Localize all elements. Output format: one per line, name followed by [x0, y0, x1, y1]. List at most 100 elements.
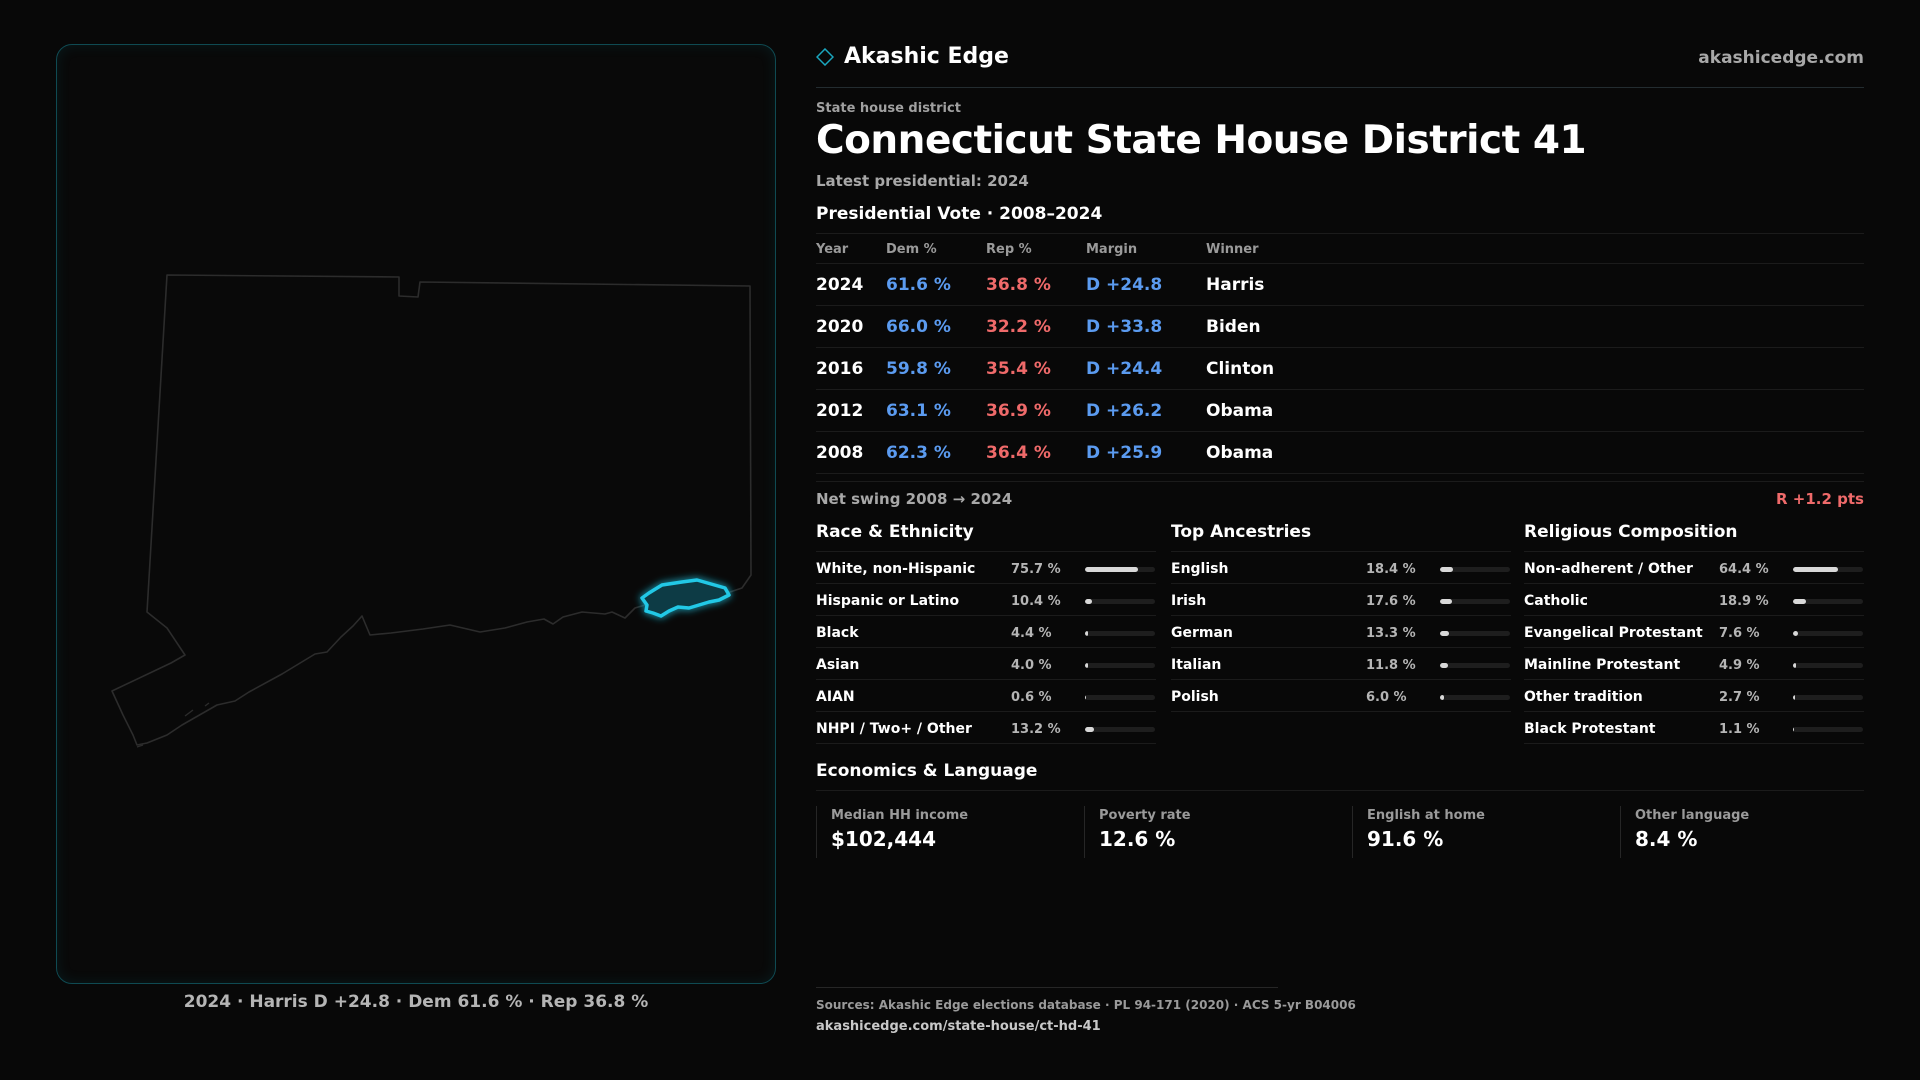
share-bar-fill	[1440, 663, 1449, 668]
econ-label: English at home	[1367, 808, 1485, 823]
dem-cell: 63.1 %	[886, 401, 951, 421]
item-label: Black Protestant	[1524, 721, 1656, 737]
margin-cell: D +25.9	[1086, 443, 1163, 463]
item-value: 13.2 %	[1011, 722, 1061, 737]
item-label: Other tradition	[1524, 689, 1643, 705]
list-item: NHPI / Two+ / Other 13.2 %	[816, 712, 1156, 744]
item-value: 4.4 %	[1011, 626, 1052, 641]
share-bar-fill	[1085, 727, 1095, 732]
sources-text: Sources: Akashic Edge elections database…	[816, 998, 1356, 1012]
econ-card-income: Median HH income $102,444	[816, 806, 1056, 858]
ancestry-section: Top Ancestries English 18.4 % Irish 17.6 % G…	[1171, 522, 1511, 712]
item-value: 4.0 %	[1011, 658, 1052, 673]
dem-cell: 59.8 %	[886, 359, 951, 379]
list-item: English 18.4 %	[1171, 552, 1511, 584]
header-winner: Winner	[1206, 242, 1259, 257]
share-bar-fill	[1793, 663, 1797, 668]
economics-title: Economics & Language	[816, 761, 1038, 781]
winner-cell: Clinton	[1206, 359, 1275, 379]
econ-label: Median HH income	[831, 808, 969, 823]
item-value: 7.6 %	[1719, 626, 1760, 641]
share-bar	[1793, 599, 1863, 604]
share-bar-fill	[1793, 599, 1807, 604]
share-bar-fill	[1440, 599, 1453, 604]
item-label: Evangelical Protestant	[1524, 625, 1703, 641]
section-title: Race & Ethnicity	[816, 522, 1156, 552]
header-dem: Dem %	[886, 242, 937, 257]
share-bar-fill	[1085, 663, 1088, 668]
rep-cell: 35.4 %	[986, 359, 1051, 379]
econ-value: 12.6 %	[1099, 827, 1176, 851]
share-bar-fill	[1793, 727, 1795, 732]
table-header: Year Dem % Rep % Margin Winner	[816, 233, 1864, 264]
share-bar	[1440, 631, 1510, 636]
share-bar	[1085, 631, 1155, 636]
presidential-vote-title: Presidential Vote · 2008–2024	[816, 204, 1103, 224]
item-value: 1.1 %	[1719, 722, 1760, 737]
district-41-shape[interactable]	[640, 578, 731, 618]
list-item: White, non-Hispanic 75.7 %	[816, 552, 1156, 584]
share-bar	[1085, 695, 1155, 700]
dem-cell: 62.3 %	[886, 443, 951, 463]
brand[interactable]: Akashic Edge	[816, 44, 1009, 69]
share-bar	[1085, 727, 1155, 732]
item-label: Irish	[1171, 593, 1207, 609]
item-value: 11.8 %	[1366, 658, 1416, 673]
brand-url-link[interactable]: akashicedge.com	[1698, 48, 1864, 68]
item-value: 64.4 %	[1719, 562, 1769, 577]
table-row: 2024 61.6 % 36.8 % D +24.8 Harris	[816, 264, 1864, 306]
share-bar	[1085, 663, 1155, 668]
share-bar	[1085, 567, 1155, 572]
table-row: 2012 63.1 % 36.9 % D +26.2 Obama	[816, 390, 1864, 432]
latest-presidential: Latest presidential: 2024	[816, 172, 1029, 190]
list-item: Black Protestant 1.1 %	[1524, 712, 1864, 744]
share-bar-fill	[1085, 599, 1093, 604]
list-item: German 13.3 %	[1171, 616, 1511, 648]
item-value: 0.6 %	[1011, 690, 1052, 705]
list-item: Catholic 18.9 %	[1524, 584, 1864, 616]
map-panel[interactable]	[56, 44, 776, 984]
race-ethnicity-section: Race & Ethnicity White, non-Hispanic 75.7…	[816, 522, 1156, 744]
item-label: Polish	[1171, 689, 1219, 705]
margin-cell: D +24.8	[1086, 275, 1163, 295]
page-title: Connecticut State House District 41	[816, 118, 1587, 163]
share-bar	[1793, 567, 1863, 572]
state-outline	[111, 274, 752, 746]
section-title: Religious Composition	[1524, 522, 1864, 552]
item-label: Asian	[816, 657, 860, 673]
margin-cell: D +24.4	[1086, 359, 1163, 379]
item-label: Mainline Protestant	[1524, 657, 1681, 673]
section-title: Top Ancestries	[1171, 522, 1511, 552]
rep-cell: 36.9 %	[986, 401, 1051, 421]
share-bar	[1793, 663, 1863, 668]
list-item: Non-adherent / Other 64.4 %	[1524, 552, 1864, 584]
list-item: Other tradition 2.7 %	[1524, 680, 1864, 712]
rep-cell: 32.2 %	[986, 317, 1051, 337]
brand-name: Akashic Edge	[844, 44, 1009, 69]
year-cell: 2012	[816, 401, 864, 421]
item-value: 2.7 %	[1719, 690, 1760, 705]
share-bar	[1440, 567, 1510, 572]
item-label: NHPI / Two+ / Other	[816, 721, 972, 737]
item-label: Catholic	[1524, 593, 1588, 609]
rep-cell: 36.8 %	[986, 275, 1051, 295]
details-panel: Akashic Edge akashicedge.com State house…	[816, 0, 1864, 1080]
share-bar-fill	[1085, 695, 1087, 700]
list-item: Black 4.4 %	[816, 616, 1156, 648]
item-label: English	[1171, 561, 1229, 577]
item-value: 18.4 %	[1366, 562, 1416, 577]
source-url-link[interactable]: akashicedge.com/state-house/ct-hd-41	[816, 1019, 1101, 1034]
header-margin: Margin	[1086, 242, 1138, 257]
year-cell: 2024	[816, 275, 864, 295]
item-label: Black	[816, 625, 859, 641]
divider	[816, 987, 1278, 988]
margin-cell: D +33.8	[1086, 317, 1163, 337]
district-map[interactable]	[57, 45, 777, 985]
share-bar-fill	[1085, 567, 1138, 572]
econ-card-english: English at home 91.6 %	[1352, 806, 1592, 858]
religion-section: Religious Composition Non-adherent / Oth…	[1524, 522, 1864, 744]
list-item: Hispanic or Latino 10.4 %	[816, 584, 1156, 616]
share-bar	[1085, 599, 1155, 604]
net-swing-value: R +1.2 pts	[1776, 490, 1864, 508]
item-value: 75.7 %	[1011, 562, 1061, 577]
